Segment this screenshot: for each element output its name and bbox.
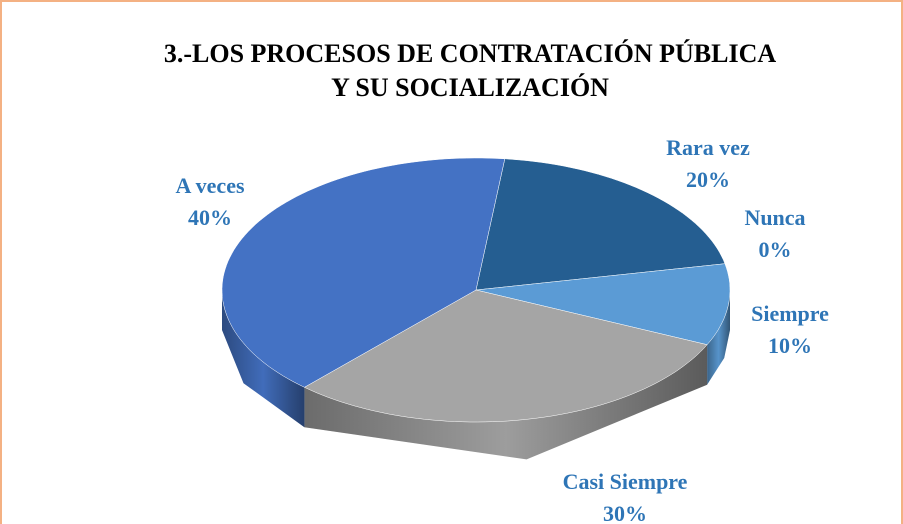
slice [475,158,726,291]
category-label: Rara vez [666,135,750,160]
pie-sides [222,290,730,460]
category-label: A veces [175,173,244,198]
slice-side-shade [222,290,305,428]
value-label: 10% [768,333,812,358]
chart-title: 3.-LOS PROCESOS DE CONTRATACIÓN PÚBLICA [164,39,777,68]
chart-subtitle: Y SU SOCIALIZACIÓN [331,73,609,102]
pie-tops [221,157,731,423]
value-label: 40% [188,205,232,230]
labels: Rara vez 20% Nunca 0% Siempre 10% Casi Siempre… [175,135,829,524]
category-label: Casi Siempre [563,469,688,494]
category-label: Siempre [751,301,829,326]
slice [303,289,708,423]
slice-side-shade [304,344,708,460]
slice-side-shade [707,290,730,385]
value-label: 30% [603,501,647,524]
slice [221,157,506,388]
slice [475,263,731,345]
category-label: Nunca [744,205,805,230]
value-label: 0% [759,237,792,262]
value-label: 20% [686,167,730,192]
